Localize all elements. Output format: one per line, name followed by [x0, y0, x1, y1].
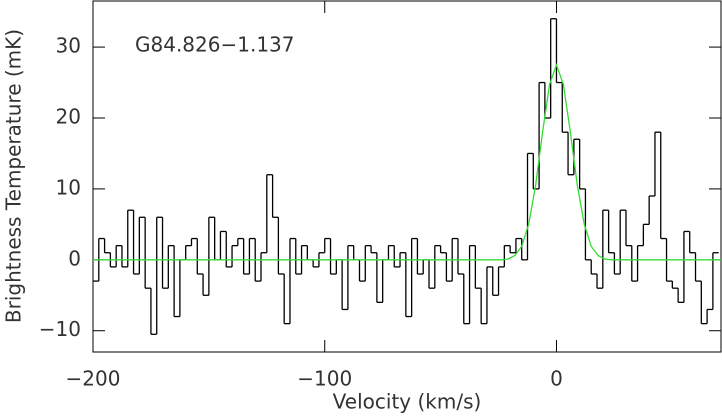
y-tick-label: 20: [56, 105, 81, 129]
y-axis-label: Brightness Temperature (mK): [2, 29, 26, 323]
x-tick-label: −100: [297, 367, 352, 391]
plot-frame: [92, 0, 722, 353]
fit-line: [93, 62, 721, 261]
x-axis-label: Velocity (km/s): [333, 390, 482, 414]
annotation: G84.826−1.137: [135, 33, 295, 57]
y-tick-label: −10: [39, 317, 81, 341]
y-tick-label: 30: [56, 34, 81, 58]
y-tick-label: 10: [56, 175, 81, 199]
x-tick-label: 0: [550, 367, 563, 391]
x-tick-label: −200: [66, 367, 121, 391]
y-tick-label: 0: [68, 246, 81, 270]
